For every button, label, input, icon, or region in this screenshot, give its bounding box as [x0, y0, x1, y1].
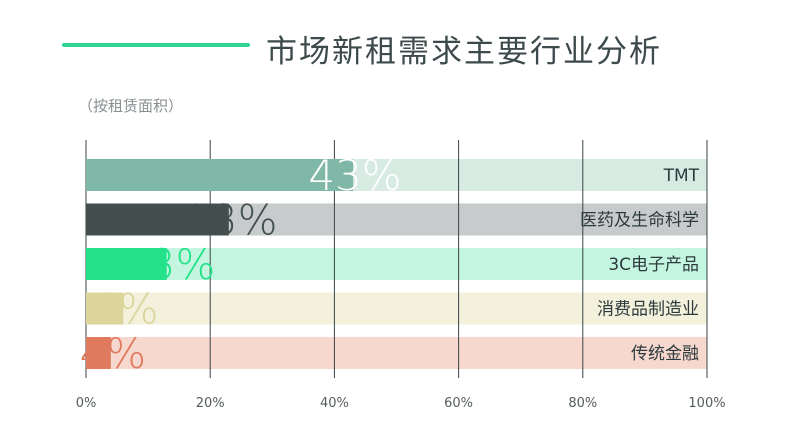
category-label: 医药及生命科学 [580, 211, 699, 231]
data-label: 13% [122, 240, 215, 289]
bar [86, 203, 229, 236]
data-label: 23% [184, 196, 277, 245]
category-label: 消费品制造业 [597, 300, 699, 320]
bar [86, 292, 124, 325]
bar-track [86, 248, 707, 280]
bar [86, 337, 111, 369]
title-accent-line [62, 43, 250, 47]
category-label: 3C电子产品 [608, 255, 699, 275]
x-tick-label: 60% [444, 396, 473, 411]
category-label: 传统金融 [631, 344, 699, 364]
x-tick-label: 80% [568, 396, 597, 411]
bar [86, 248, 167, 280]
data-label: 4% [80, 329, 147, 378]
category-label: TMT [663, 166, 700, 186]
data-label: 6% [92, 285, 159, 334]
bar-track [86, 337, 707, 369]
x-tick-label: 40% [320, 396, 349, 411]
chart-title: 市场新租需求主要行业分析 [266, 34, 662, 70]
x-tick-label: 0% [76, 396, 97, 411]
bar [86, 159, 354, 191]
chart-subtitle: （按租赁面积） [78, 97, 184, 115]
bar-track [86, 292, 707, 325]
data-label: 43% [308, 151, 401, 200]
x-tick-label: 100% [688, 396, 725, 411]
x-tick-label: 20% [196, 396, 225, 411]
